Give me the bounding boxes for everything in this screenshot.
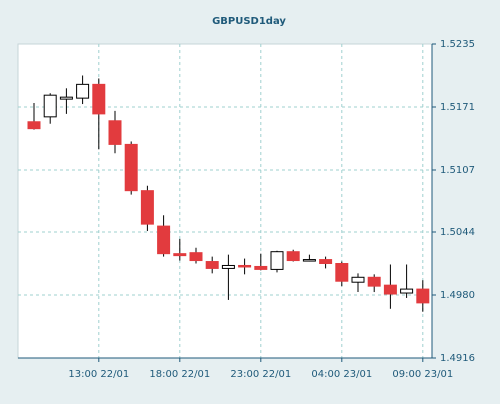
y-tick-label: 1.5235 — [440, 39, 475, 50]
y-axis-tick-labels: 1.5235 1.5171 1.5107 1.5044 1.4980 1.4916 — [440, 39, 475, 364]
candle-body-up — [351, 276, 365, 283]
candle-body-down — [140, 190, 154, 225]
candle-body-up — [76, 83, 90, 99]
candle-body-down — [367, 276, 381, 287]
y-tick-label: 1.4980 — [440, 290, 475, 301]
chart-title: GBPUSD1day — [212, 16, 286, 27]
candle-body-up — [270, 251, 284, 270]
x-tick-label: 13:00 22/01 — [68, 369, 129, 380]
candle-body-down — [238, 264, 252, 268]
candle-body-up — [43, 94, 57, 118]
candle-body-up — [59, 96, 73, 100]
axes — [18, 43, 436, 362]
x-tick-label: 23:00 22/01 — [230, 369, 291, 380]
candle-body-down — [335, 263, 349, 282]
candle-body-down — [124, 143, 138, 192]
candle-body-up — [400, 288, 414, 294]
y-tick-label: 1.5107 — [440, 165, 475, 176]
candle-body-down — [157, 225, 171, 255]
candle-body-down — [416, 288, 430, 304]
candle-body-down — [383, 284, 397, 295]
candle-body-down — [108, 120, 122, 145]
candle-body-down — [205, 261, 219, 269]
candle-body-up — [302, 259, 316, 262]
x-tick-label: 18:00 22/01 — [149, 369, 210, 380]
candle-body-down — [173, 253, 187, 257]
x-axis-tick-labels: 13:00 22/01 18:00 22/01 23:00 22/01 04:00 2… — [68, 369, 453, 380]
x-tick-label: 04:00 23/01 — [311, 369, 372, 380]
y-tick-label: 1.5044 — [440, 227, 475, 238]
grid-lines — [18, 44, 432, 358]
candle-body-down — [254, 265, 268, 270]
candle-body-down — [27, 121, 41, 130]
candle-body-down — [189, 252, 203, 262]
x-tick-label: 09:00 23/01 — [392, 369, 453, 380]
candle-body-down — [286, 251, 300, 262]
candle-bodies — [27, 83, 430, 304]
candle-body-down — [319, 259, 333, 265]
y-tick-label: 1.5171 — [440, 102, 475, 113]
candle-body-down — [92, 83, 106, 115]
candle-body-up — [221, 264, 235, 269]
y-tick-label: 1.4916 — [440, 353, 475, 364]
